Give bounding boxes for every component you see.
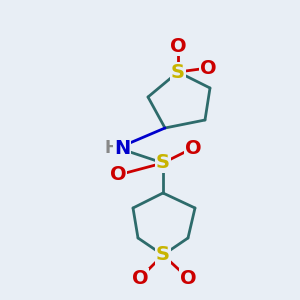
Text: O: O (110, 166, 126, 184)
Text: O: O (180, 268, 196, 287)
Text: O: O (200, 58, 216, 77)
Text: S: S (171, 62, 185, 82)
Text: N: N (114, 139, 130, 158)
Text: S: S (156, 245, 170, 265)
Text: O: O (170, 37, 186, 56)
Text: O: O (132, 268, 148, 287)
Text: S: S (156, 154, 170, 172)
Text: O: O (185, 139, 201, 158)
Text: H: H (104, 139, 118, 157)
